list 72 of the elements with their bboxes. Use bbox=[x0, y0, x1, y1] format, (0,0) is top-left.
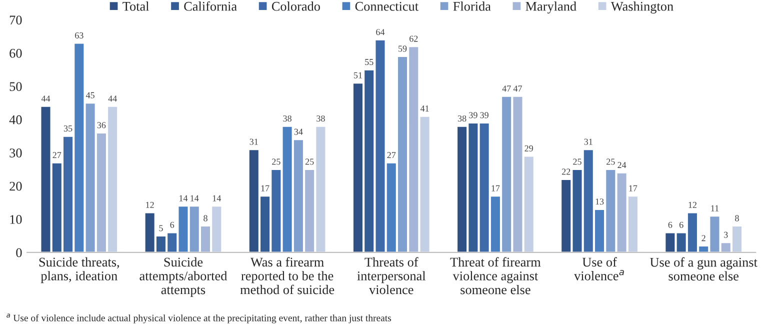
x-tick-label: Use of violence$^{a}$ bbox=[574, 257, 624, 280]
data-label: 8 bbox=[735, 215, 739, 222]
data-label: 12 bbox=[688, 202, 696, 208]
data-label: 25 bbox=[606, 158, 615, 165]
x-tick-label: Threats of interpersonal violence bbox=[357, 257, 426, 294]
x-tick-label: Suicide threats, plans, ideation bbox=[39, 257, 119, 284]
data-label: 47 bbox=[502, 86, 511, 92]
y-tick-label: 70 bbox=[10, 16, 22, 25]
data-label: 39 bbox=[469, 112, 478, 118]
data-label: 64 bbox=[376, 29, 385, 36]
data-label: 34 bbox=[294, 128, 303, 135]
data-label: 25 bbox=[573, 158, 582, 165]
data-label: 36 bbox=[97, 122, 106, 128]
data-label: 3 bbox=[724, 232, 728, 238]
legend-label: Washington bbox=[610, 2, 674, 14]
data-label: 29 bbox=[524, 145, 533, 152]
data-label: 27 bbox=[52, 152, 62, 158]
y-tick-label: 50 bbox=[10, 82, 22, 91]
y-tick-label: 20 bbox=[10, 182, 22, 191]
data-label: 59 bbox=[398, 46, 407, 52]
data-label: 2 bbox=[702, 235, 706, 242]
data-label: 6 bbox=[668, 222, 672, 228]
data-label: 63 bbox=[75, 32, 84, 38]
data-label: 12 bbox=[146, 202, 154, 208]
data-label: 14 bbox=[212, 195, 222, 202]
data-label: 17 bbox=[492, 185, 500, 192]
legend-label: Colorado bbox=[272, 2, 320, 11]
data-label: 39 bbox=[480, 112, 488, 118]
data-label: 14 bbox=[180, 195, 188, 202]
x-tick-label: Use of a gun against someone else bbox=[650, 257, 758, 281]
data-label: 25 bbox=[305, 158, 314, 165]
y-tick-label: 60 bbox=[10, 48, 22, 58]
legend-label: California bbox=[184, 1, 237, 11]
data-label: 27 bbox=[387, 152, 396, 158]
data-label: 35 bbox=[64, 125, 72, 132]
data-label: 44 bbox=[108, 96, 117, 102]
data-label: 31 bbox=[584, 138, 592, 145]
data-label: 47 bbox=[513, 86, 522, 92]
legend-label: Total bbox=[122, 2, 150, 11]
data-label: 8 bbox=[204, 215, 208, 222]
data-label: 6 bbox=[170, 222, 174, 228]
data-label: 41 bbox=[420, 106, 429, 112]
x-tick-label: Was a firearm reported to be the method of suicide bbox=[240, 257, 334, 294]
data-label: 38 bbox=[316, 115, 325, 122]
legend-label: Maryland bbox=[526, 2, 576, 14]
data-label: 44 bbox=[41, 96, 50, 102]
legend-label: Florida bbox=[453, 2, 491, 11]
data-label: 38 bbox=[458, 115, 466, 122]
y-tick-label: 30 bbox=[10, 148, 22, 158]
data-label: 38 bbox=[283, 115, 292, 122]
data-label: 55 bbox=[365, 59, 374, 66]
x-tick-label: Suicide attempts/aborted attempts bbox=[140, 257, 228, 297]
x-tick-label: Threat of firearm violence against someone else bbox=[450, 257, 541, 294]
data-label: 17 bbox=[261, 185, 270, 192]
data-label: 62 bbox=[410, 36, 418, 42]
y-tick-label: 0 bbox=[16, 248, 22, 258]
data-label: 5 bbox=[159, 225, 163, 232]
data-label: 13 bbox=[596, 198, 604, 205]
y-tick-label: 40 bbox=[9, 115, 22, 124]
text: $^{a}$ Use of violence include actual physical violence at the precipitating event, rather than just threats bbox=[6, 314, 392, 324]
data-label: 31 bbox=[250, 138, 258, 145]
data-label: 25 bbox=[272, 158, 280, 165]
data-label: 22 bbox=[562, 168, 570, 175]
data-label: 11 bbox=[711, 205, 719, 212]
data-label: 6 bbox=[679, 222, 684, 228]
data-label: 24 bbox=[618, 162, 626, 168]
data-label: 14 bbox=[190, 195, 199, 202]
data-label: 17 bbox=[629, 185, 638, 192]
legend-label: Connecticut bbox=[355, 2, 418, 11]
data-label: 51 bbox=[354, 72, 362, 78]
y-tick-label: 10 bbox=[10, 215, 22, 224]
data-label: 45 bbox=[86, 92, 94, 98]
